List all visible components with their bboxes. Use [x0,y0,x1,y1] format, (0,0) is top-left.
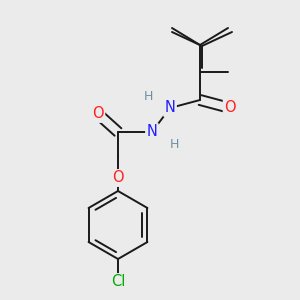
Text: H: H [143,89,153,103]
Text: O: O [112,170,124,185]
Text: O: O [92,106,104,122]
Text: Cl: Cl [111,274,125,290]
Text: H: H [169,139,179,152]
Text: N: N [147,124,158,140]
Text: O: O [224,100,236,116]
Text: N: N [165,100,176,116]
